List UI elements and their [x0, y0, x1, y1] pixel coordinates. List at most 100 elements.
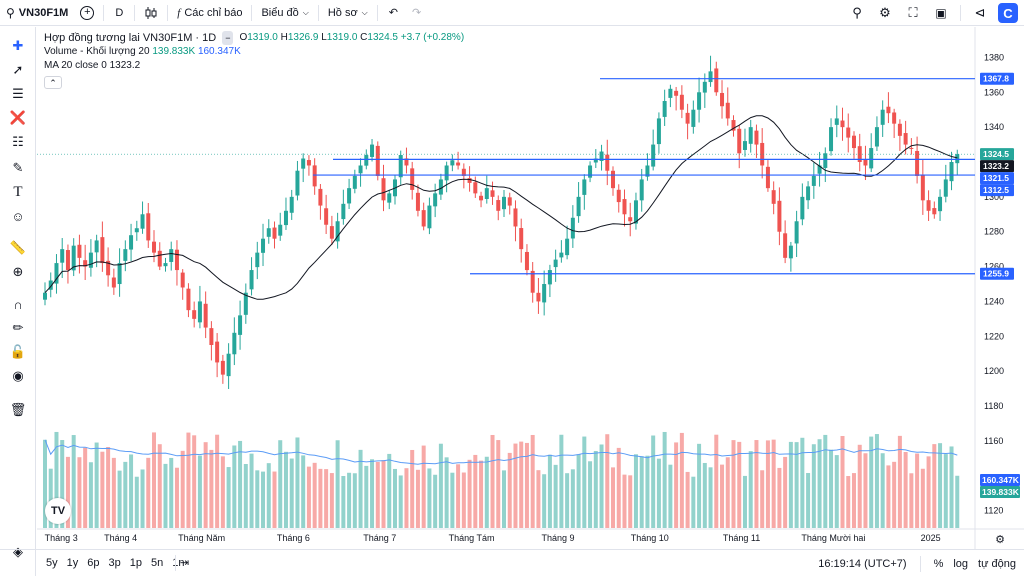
price-tick-label: 1380	[984, 52, 1004, 62]
candle-body	[788, 245, 793, 259]
lock-tool[interactable]: 🔓	[6, 341, 30, 363]
brush-tool[interactable]: ✎	[6, 157, 30, 179]
close-value: 1324.5	[367, 32, 398, 43]
volume-legend-row[interactable]: Volume - Khối lượng 20 139.833K 160.347K	[44, 45, 464, 59]
volume-bar	[777, 467, 782, 528]
candle-body	[507, 197, 512, 206]
horizontal-lines[interactable]	[37, 78, 975, 275]
volume-bar	[203, 442, 208, 528]
volume-bar	[754, 440, 759, 528]
volume-bar	[547, 454, 552, 528]
chart-type-button[interactable]: Biểu đồ ⌵	[255, 0, 314, 26]
auto-scale-toggle[interactable]: tự động	[978, 557, 1016, 570]
undo-button[interactable]: ↶	[381, 0, 406, 26]
price-axis[interactable]: 1380 1360 1340 1300 1280 1260 1240 1220 1200 1180…	[984, 52, 1004, 515]
chart-style-button[interactable]	[138, 0, 164, 26]
date-range-button[interactable]: ⇥	[180, 556, 189, 569]
remove-drawings-tool[interactable]: 🗑	[6, 399, 30, 421]
legend-minus-icon[interactable]: −	[222, 31, 234, 45]
visibility-tool[interactable]: ◉	[6, 365, 30, 387]
volume-bar	[232, 445, 237, 528]
volume-bar	[605, 434, 610, 528]
tradingview-logo[interactable]: TV	[45, 498, 71, 524]
chart-type-label: Biểu đồ	[261, 6, 299, 19]
range-6p[interactable]: 6p	[87, 557, 100, 569]
profile-button[interactable]: Hồ sơ ⌵	[322, 0, 374, 26]
screenshot-button[interactable]: ▣	[929, 1, 953, 25]
price-tag-bg	[980, 72, 1014, 85]
range-5y[interactable]: 5y	[46, 557, 58, 569]
candle-body	[197, 301, 202, 323]
pattern-tool[interactable]: ❌	[6, 107, 30, 129]
fullscreen-button[interactable]: ⛶	[901, 1, 925, 25]
collapse-legend-button[interactable]: ⌃	[44, 76, 62, 89]
symbol-search-button[interactable]: ⚲ VN30F1M	[0, 0, 74, 26]
range-1p[interactable]: 1p	[129, 557, 142, 569]
time-axis[interactable]: Tháng 3 Tháng 4 Tháng Năm Tháng 6 Tháng 7 Thá…	[45, 533, 1005, 546]
volume-bar	[220, 456, 225, 528]
range-1y[interactable]: 1y	[66, 557, 79, 569]
open-label: O	[239, 32, 248, 43]
divider	[134, 4, 136, 21]
range-3p[interactable]: 3p	[108, 557, 121, 569]
volume-bar	[329, 473, 334, 528]
percent-toggle[interactable]: %	[933, 557, 944, 570]
ma-label: MA 20 close 0	[44, 60, 107, 71]
candle-body	[863, 159, 868, 166]
volume-bar	[226, 467, 231, 528]
compare-button[interactable]: +	[74, 0, 100, 26]
indicators-button[interactable]: f Các chỉ báo	[171, 0, 248, 26]
volume-bar	[490, 434, 495, 528]
volume-bar	[479, 460, 484, 528]
volume-bar	[352, 473, 357, 528]
volume-bar	[513, 443, 518, 528]
volume-bar	[742, 475, 747, 528]
crosshair-tool[interactable]: ✚	[6, 35, 30, 57]
candle-body	[352, 175, 357, 189]
candle-body	[278, 224, 283, 236]
icon-tool[interactable]: ☺	[6, 205, 30, 227]
share-button[interactable]: ⊲	[968, 1, 992, 25]
drawing-toolbar: ✚ ➚ ☰ ❌ ☷ ✎ T ☺ 📏 ⊕ ∩ ✏ 🔓 ◉ 🗑 ◈	[0, 27, 36, 576]
interval-button[interactable]: D	[107, 0, 131, 26]
log-toggle[interactable]: log	[953, 557, 969, 570]
redo-button[interactable]: ↷	[406, 0, 427, 26]
forecast-tool[interactable]: ☷	[6, 131, 30, 153]
quick-search-button[interactable]: ⚲	[845, 1, 869, 25]
candle-body	[129, 235, 134, 250]
zoom-tool[interactable]: ⊕	[6, 261, 30, 283]
candle-body	[203, 303, 208, 328]
stay-drawing-tool[interactable]: ✏	[6, 317, 30, 339]
volume-tag-text: 139.833K	[982, 487, 1020, 497]
close-label: C	[360, 32, 368, 43]
object-tree-button[interactable]: ◈	[6, 541, 30, 563]
trend-line-tool[interactable]: ➚	[6, 59, 30, 81]
volume-bar	[312, 462, 317, 528]
candle-body	[823, 153, 828, 168]
divider	[103, 4, 105, 21]
timezone-clock[interactable]: 16:19:14 (UTC+7)	[818, 557, 907, 570]
candle-body	[662, 101, 667, 117]
volume-bar	[266, 463, 271, 528]
candle-body	[444, 165, 449, 181]
volume-bar	[938, 443, 943, 528]
fib-tool[interactable]: ☰	[6, 83, 30, 105]
candle-body	[186, 288, 191, 311]
horizontal-lines-icon: ☰	[12, 86, 24, 101]
magnet-tool[interactable]: ∩	[6, 293, 30, 315]
measure-tool[interactable]: 📏	[6, 237, 30, 259]
zoom-in-icon: ⊕	[12, 264, 24, 279]
volume-tag-bg	[980, 474, 1020, 486]
settings-button[interactable]: ⚙	[873, 1, 897, 25]
volume-bar	[720, 464, 725, 528]
volume-bar	[651, 435, 656, 528]
candle-body	[725, 102, 730, 119]
divider	[376, 4, 378, 21]
range-5n[interactable]: 5n	[151, 557, 164, 569]
brand-logo-button[interactable]: C	[996, 1, 1020, 25]
ma-legend-row[interactable]: MA 20 close 0 1323.2	[44, 59, 464, 73]
legend-title[interactable]: Hợp đồng tương lai VN30F1M · 1D	[44, 32, 217, 44]
volume-bar	[186, 432, 191, 528]
text-tool[interactable]: T	[6, 181, 30, 203]
